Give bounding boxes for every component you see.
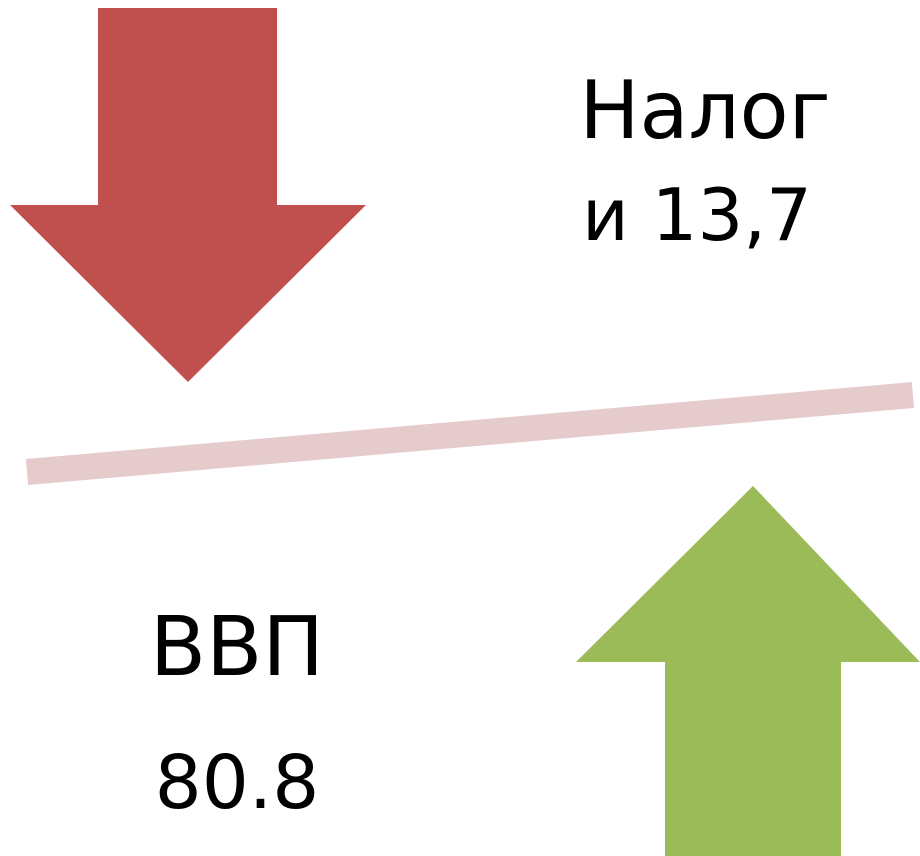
down-arrow bbox=[10, 8, 366, 382]
gdp-label: ВВП bbox=[150, 600, 324, 695]
tax-label-line1: Налог bbox=[579, 64, 830, 157]
balance-line bbox=[25, 382, 915, 485]
gdp-value: 80.8 bbox=[155, 740, 320, 826]
up-arrow bbox=[576, 486, 920, 856]
tax-label-line2: и 13,7 bbox=[582, 173, 812, 257]
